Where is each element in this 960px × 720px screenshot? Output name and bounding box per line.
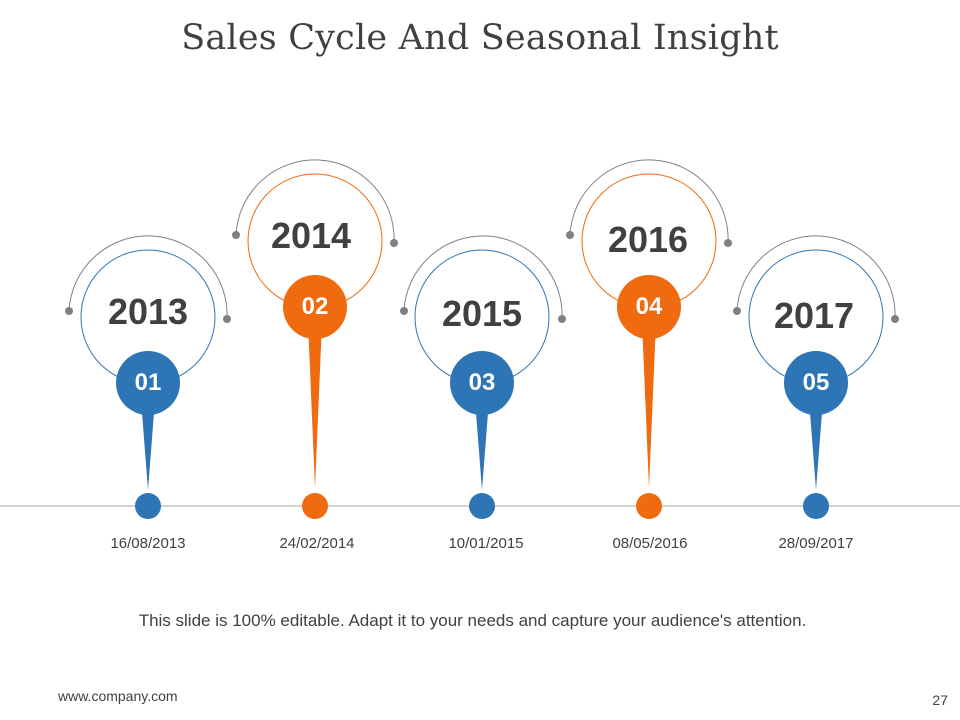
milestone-2-date: 24/02/2014: [279, 535, 355, 552]
milestone-1-date: 16/08/2013: [110, 535, 186, 552]
milestone-3-year: 2015: [441, 293, 523, 334]
milestone-2: [232, 159, 398, 519]
milestone-4-date: 08/05/2016: [612, 535, 688, 552]
milestone-4-outer-arc: [569, 159, 729, 244]
milestone-2-year: 2014: [270, 215, 352, 256]
milestone-2-axis-dot: [302, 493, 328, 519]
milestone-1: [65, 235, 231, 519]
milestone-2-number: 02: [301, 293, 329, 320]
milestone-1-arc-end-dot: [223, 315, 231, 323]
milestone-3-pin-stem: [475, 400, 489, 490]
milestone-2-arc-end-dot: [390, 239, 398, 247]
milestone-4: [566, 159, 732, 519]
milestone-3: [400, 235, 566, 519]
milestone-5-outer-arc: [736, 235, 896, 320]
milestone-2-badge: [283, 275, 347, 339]
milestone-3-arc-end-dot: [558, 315, 566, 323]
milestone-5: [733, 235, 899, 519]
milestone-1-badge: [116, 351, 180, 415]
milestone-4-number: 04: [635, 293, 663, 320]
milestone-5-badge: [784, 351, 848, 415]
milestone-4-arc-end-dot: [724, 239, 732, 247]
milestone-3-outer-arc: [403, 235, 563, 320]
milestone-1-axis-dot: [135, 493, 161, 519]
slide-title: Sales Cycle And Seasonal Insight: [181, 18, 779, 58]
milestone-5-pin-stem: [809, 400, 823, 490]
milestone-1-arc-start-dot: [65, 307, 73, 315]
page-number: 27: [932, 692, 948, 708]
milestone-3-date: 10/01/2015: [448, 535, 524, 552]
milestone-2-arc-start-dot: [232, 231, 240, 239]
milestone-3-axis-dot: [469, 493, 495, 519]
milestone-2-outer-arc: [235, 159, 395, 244]
milestone-5-axis-dot: [803, 493, 829, 519]
milestone-3-number: 03: [468, 369, 496, 396]
milestone-5-arc-start-dot: [733, 307, 741, 315]
milestone-5-arc-end-dot: [891, 315, 899, 323]
milestone-3-arc-start-dot: [400, 307, 408, 315]
milestone-4-arc-start-dot: [566, 231, 574, 239]
milestone-4-axis-dot: [636, 493, 662, 519]
milestone-4-pin-stem: [642, 322, 656, 488]
milestone-4-year: 2016: [607, 219, 689, 260]
milestone-4-badge: [617, 275, 681, 339]
milestone-1-outer-arc: [68, 235, 228, 320]
slide-caption: This slide is 100% editable. Adapt it to…: [138, 611, 807, 630]
milestone-2-pin-stem: [308, 322, 322, 488]
milestone-5-number: 05: [802, 369, 830, 396]
milestone-1-pin-stem: [141, 400, 155, 490]
milestone-1-number: 01: [134, 369, 162, 396]
milestone-5-date: 28/09/2017: [778, 535, 854, 552]
footer-url[interactable]: www.company.com: [58, 688, 178, 704]
milestone-1-year: 2013: [107, 291, 189, 332]
milestone-3-badge: [450, 351, 514, 415]
milestone-5-year: 2017: [773, 295, 855, 336]
